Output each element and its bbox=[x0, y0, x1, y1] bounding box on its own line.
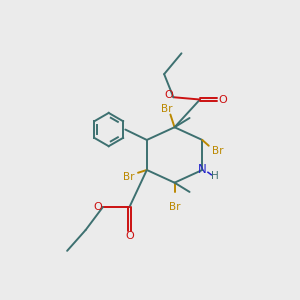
Text: Br: Br bbox=[123, 172, 134, 182]
Text: Br: Br bbox=[169, 202, 180, 212]
Text: Br: Br bbox=[212, 146, 223, 157]
Text: H: H bbox=[211, 171, 219, 181]
Text: O: O bbox=[94, 202, 102, 212]
Text: N: N bbox=[198, 164, 207, 176]
Text: Br: Br bbox=[161, 104, 172, 114]
Text: O: O bbox=[218, 94, 227, 104]
Text: O: O bbox=[164, 90, 173, 100]
Text: O: O bbox=[125, 231, 134, 241]
